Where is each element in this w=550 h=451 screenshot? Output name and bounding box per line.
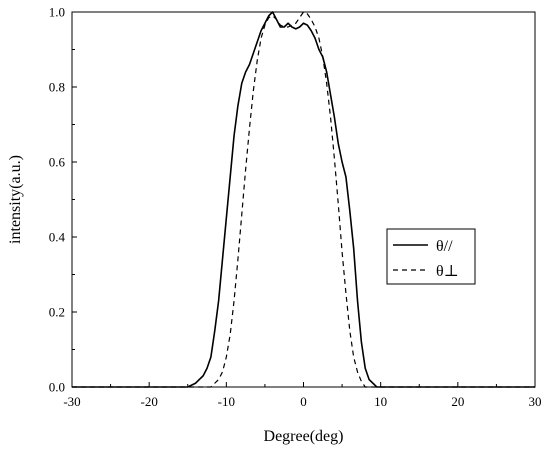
x-tick-label: 10: [374, 394, 387, 409]
series-line-perpendicular: [72, 11, 535, 388]
series-line-parallel: [72, 11, 535, 388]
y-tick-label: 1.0: [49, 5, 65, 20]
x-tick-label: 0: [300, 394, 307, 409]
y-tick-label: 0.8: [49, 80, 65, 95]
x-tick-label: -10: [218, 394, 235, 409]
y-tick-label: 0.2: [49, 305, 65, 320]
legend-box: [386, 228, 476, 285]
x-tick-label: -20: [140, 394, 157, 409]
y-axis-title: intensity(a.u.): [7, 155, 24, 244]
ticks-layer: -30 -20 -10 0 10 20 30 0.0 0.2 0.4 0.6 0.8 1.0: [49, 5, 542, 410]
y-tick-label: 0.4: [49, 230, 66, 245]
x-tick-label: 20: [451, 394, 464, 409]
legend: θ// θ⊥: [386, 228, 476, 285]
x-tick-label: -30: [63, 394, 80, 409]
x-axis-title: Degree(deg): [264, 428, 344, 445]
series-layer: [72, 11, 535, 388]
y-tick-label: 0.0: [49, 380, 65, 395]
y-tick-label: 0.6: [49, 155, 66, 170]
x-tick-label: 30: [529, 394, 542, 409]
legend-label-parallel: θ//: [436, 238, 453, 255]
legend-label-perpendicular: θ⊥: [436, 263, 459, 280]
plot-frame: [71, 11, 536, 388]
